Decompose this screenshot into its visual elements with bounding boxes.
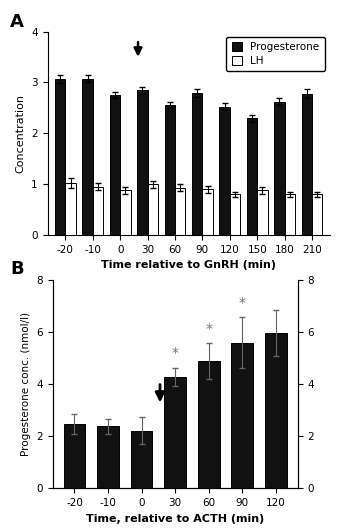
Y-axis label: Progesterone conc. (nmol/l): Progesterone conc. (nmol/l) — [21, 312, 31, 456]
Legend: Progesterone, LH: Progesterone, LH — [226, 37, 325, 71]
Bar — [93, 187, 103, 235]
Bar — [164, 377, 186, 488]
Bar — [198, 361, 220, 488]
Bar — [110, 95, 120, 235]
Bar — [265, 333, 287, 488]
Bar — [64, 424, 85, 488]
Bar — [131, 430, 152, 488]
Text: B: B — [10, 260, 24, 278]
Bar — [165, 106, 175, 235]
Bar — [137, 90, 148, 235]
Text: *: * — [205, 322, 212, 336]
Text: A: A — [10, 13, 24, 31]
Text: *: * — [172, 346, 178, 360]
Bar — [192, 93, 202, 235]
Bar — [120, 190, 131, 235]
Bar — [55, 79, 65, 235]
Bar — [219, 107, 230, 235]
Bar — [230, 194, 240, 235]
Bar — [247, 118, 257, 235]
X-axis label: Time, relative to ACTH (min): Time, relative to ACTH (min) — [86, 514, 264, 524]
Bar — [231, 343, 253, 488]
Text: *: * — [239, 296, 246, 309]
Bar — [312, 194, 322, 235]
Bar — [148, 184, 158, 235]
Bar — [175, 187, 185, 235]
Bar — [202, 189, 213, 235]
Bar — [97, 426, 119, 488]
Bar — [257, 190, 268, 235]
Y-axis label: Concentration: Concentration — [16, 94, 26, 173]
Bar — [82, 79, 93, 235]
X-axis label: Time relative to GnRH (min): Time relative to GnRH (min) — [101, 260, 276, 270]
Bar — [302, 93, 312, 235]
Bar — [65, 183, 76, 235]
Bar — [274, 102, 285, 235]
Bar — [285, 194, 295, 235]
